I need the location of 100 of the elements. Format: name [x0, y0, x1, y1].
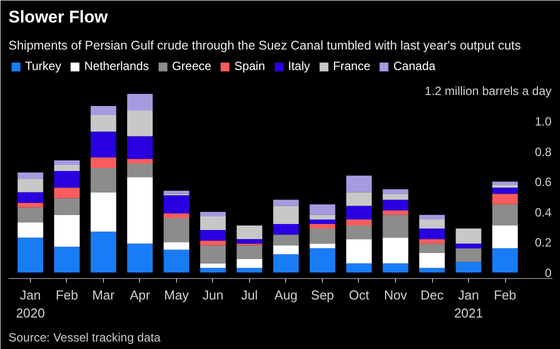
x-tick-label: Nov [384, 288, 408, 302]
x-tick-label: Jul [241, 288, 258, 302]
bar [164, 242, 190, 250]
bar [382, 263, 408, 272]
bar [200, 245, 226, 264]
bar [90, 157, 116, 168]
x-tick-label: Aug [274, 288, 298, 302]
bar [18, 202, 44, 208]
bar [54, 160, 80, 165]
bar [127, 163, 153, 178]
x-tick-label: May [164, 288, 190, 302]
bar [54, 198, 80, 215]
x-tick-label: Apr [130, 288, 151, 302]
bar [127, 177, 153, 244]
bar [18, 172, 44, 179]
x-tick-label: Jan 2020 [16, 288, 45, 320]
source-note: Source: Vessel tracking data [8, 330, 161, 344]
bar [273, 200, 299, 206]
bar [456, 228, 482, 244]
bar [54, 171, 80, 188]
bar [18, 222, 44, 238]
bar [382, 200, 408, 210]
bar [419, 244, 445, 253]
bar [273, 206, 299, 224]
x-tick-label: Jun [202, 288, 224, 302]
bar [164, 218, 190, 242]
bar [236, 239, 262, 244]
bar [164, 195, 190, 214]
bar [382, 194, 408, 200]
x-tick-label: Jan 2021 [454, 288, 483, 320]
bar [54, 188, 80, 198]
bar [90, 168, 116, 192]
bar [200, 240, 226, 246]
bar [492, 226, 518, 248]
bar [18, 238, 44, 272]
bar [18, 207, 44, 222]
bar [90, 192, 116, 232]
bar [127, 110, 153, 136]
x-tick-label: Feb [494, 288, 516, 302]
bar [419, 239, 445, 244]
bar [127, 136, 153, 159]
bar [346, 176, 372, 192]
legend-label: Turkey [25, 59, 62, 73]
y-tick-label: 0.6 [534, 175, 552, 190]
bar [346, 263, 372, 272]
bar [273, 254, 299, 272]
bar [164, 190, 190, 194]
bar [200, 216, 226, 230]
bar [492, 204, 518, 226]
bar [310, 228, 336, 244]
bar [382, 238, 408, 264]
legend-label: Spain [234, 59, 266, 73]
bar [382, 210, 408, 215]
bar [310, 224, 336, 229]
bar [456, 244, 482, 248]
bar [90, 132, 116, 158]
bar [236, 245, 262, 259]
bar [492, 248, 518, 272]
bar [273, 224, 299, 235]
bar [456, 248, 482, 262]
bar [346, 226, 372, 240]
bar [18, 178, 44, 192]
legend-label: Greece [172, 59, 212, 73]
bar [310, 214, 336, 220]
bar [492, 194, 518, 204]
legend-label: Canada [393, 59, 436, 73]
bar [346, 239, 372, 264]
x-tick-label: Feb [56, 288, 78, 302]
legend-label: France [333, 59, 370, 73]
bar [236, 226, 262, 240]
bar [90, 232, 116, 272]
bar [382, 189, 408, 194]
x-tick-label: Mar [92, 288, 116, 302]
y-tick-label: 0.8 [534, 144, 552, 159]
bar [54, 164, 80, 172]
bar [273, 245, 299, 254]
bar [346, 206, 372, 220]
bar [419, 268, 445, 272]
bar [127, 94, 153, 110]
x-tick-label: Dec [420, 288, 444, 302]
legend-label: Netherlands [84, 59, 149, 73]
y-tick-label: 1.2 million barrels a day [424, 84, 552, 98]
bar [90, 106, 116, 116]
bar [310, 204, 336, 215]
bar [200, 268, 226, 272]
bar [310, 248, 336, 272]
bar [346, 192, 372, 206]
bar [200, 230, 226, 241]
bar [456, 262, 482, 272]
bar [492, 184, 518, 188]
bar [419, 214, 445, 220]
bar [492, 182, 518, 185]
bar [382, 214, 408, 238]
bar [419, 252, 445, 268]
bar [419, 219, 445, 229]
bar [127, 158, 153, 164]
bar [200, 263, 226, 268]
bar [419, 228, 445, 240]
bar [492, 188, 518, 194]
y-tick-label: 1.0 [534, 114, 552, 129]
